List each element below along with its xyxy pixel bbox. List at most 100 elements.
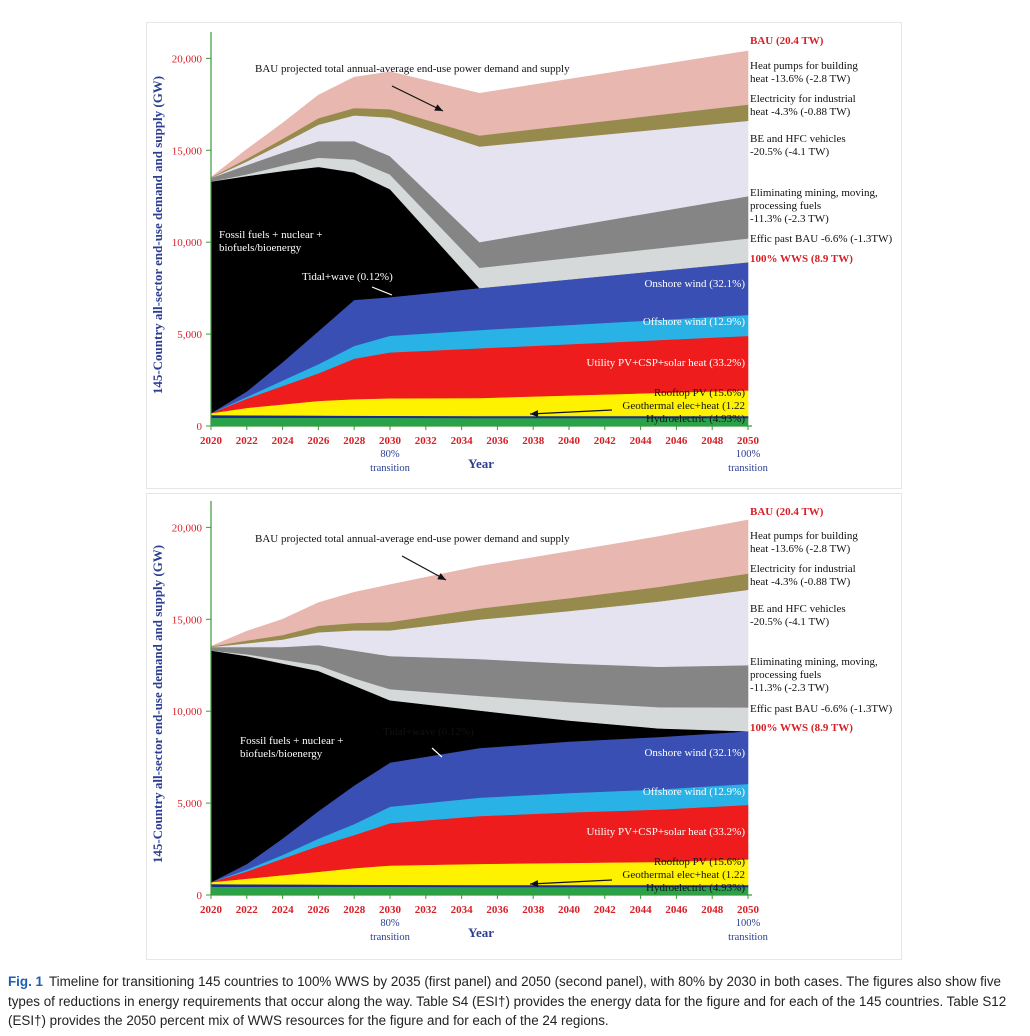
arrow-bau-head bbox=[437, 573, 446, 580]
label-bau-projected: BAU projected total annual-average end-u… bbox=[255, 63, 570, 75]
x-tick-label: 2044 bbox=[630, 435, 653, 447]
right-label-industrial: Electricity for industrial bbox=[750, 563, 856, 575]
x-tick-label: 2030 bbox=[379, 435, 402, 447]
right-label-effic: Effic past BAU -6.6% (-1.3TW) bbox=[750, 233, 892, 245]
right-label-heatpumps: heat -13.6% (-2.8 TW) bbox=[750, 73, 851, 85]
x-tick-label: 2050 bbox=[737, 904, 760, 916]
arrow-bau bbox=[401, 555, 447, 581]
label-fossil: Fossil fuels + nuclear + bbox=[240, 735, 343, 747]
arrow-tidal bbox=[431, 747, 443, 758]
x-note-line1: 100% bbox=[736, 918, 761, 929]
right-label-bau: BAU (20.4 TW) bbox=[750, 506, 824, 518]
y-tick-label: 20,000 bbox=[172, 522, 203, 534]
x-note-line2: transition bbox=[370, 932, 410, 943]
right-label-mining: -11.3% (-2.3 TW) bbox=[750, 213, 829, 225]
x-tick-label: 2040 bbox=[558, 435, 581, 447]
y-axis-title: 145-Country all-sector end-use demand an… bbox=[150, 545, 165, 863]
x-tick-label: 2026 bbox=[307, 435, 330, 447]
chart-panel-2: 0 5,000 10,000 15,000 20,000 2020 2022 2024 2026… bbox=[150, 501, 892, 943]
right-label-heatpumps: Heat pumps for building bbox=[750, 530, 858, 542]
x-tick-label: 2042 bbox=[594, 904, 617, 916]
right-label-bau: BAU (20.4 TW) bbox=[750, 35, 824, 47]
right-label-vehicles: -20.5% (-4.1 TW) bbox=[750, 146, 830, 158]
x-tick-label: 2036 bbox=[486, 435, 509, 447]
area-heatpumps bbox=[210, 50, 749, 178]
x-tick-label: 2022 bbox=[236, 435, 259, 447]
label-bau-projected: BAU projected total annual-average end-u… bbox=[255, 533, 570, 545]
label-hydro: Hydroelectric (4.93%) bbox=[646, 882, 745, 894]
x-note-line2: transition bbox=[370, 463, 410, 474]
right-label-heatpumps: heat -13.6% (-2.8 TW) bbox=[750, 543, 851, 555]
right-label-mining: processing fuels bbox=[750, 200, 821, 212]
label-geothermal: Geothermal elec+heat (1.22 bbox=[622, 400, 745, 412]
area-heatpumps bbox=[210, 519, 749, 647]
arrow-geothermal-head bbox=[530, 880, 539, 888]
x-tick-label: 2024 bbox=[272, 435, 295, 447]
x-tick-label: 2050 bbox=[737, 435, 760, 447]
right-label-effic: Effic past BAU -6.6% (-1.3TW) bbox=[750, 703, 892, 715]
x-tick-label: 2046 bbox=[665, 904, 688, 916]
x-note-line2: transition bbox=[728, 932, 768, 943]
x-tick-label: 2030 bbox=[379, 904, 402, 916]
right-label-industrial: Electricity for industrial bbox=[750, 93, 856, 105]
label-tidal: Tidal+wave (0.12%) bbox=[383, 726, 474, 738]
right-label-wws: 100% WWS (8.9 TW) bbox=[750, 253, 853, 265]
x-tick-label: 2034 bbox=[451, 904, 474, 916]
right-label-mining: Eliminating mining, moving, bbox=[750, 656, 878, 668]
label-fossil: Fossil fuels + nuclear + bbox=[219, 229, 322, 241]
label-onshore: Onshore wind (32.1%) bbox=[644, 747, 745, 759]
label-utility: Utility PV+CSP+solar heat (33.2%) bbox=[587, 357, 746, 369]
x-note-line1: 100% bbox=[736, 449, 761, 460]
label-offshore: Offshore wind (12.9%) bbox=[643, 786, 745, 798]
label-rooftop: Rooftop PV (15.6%) bbox=[654, 856, 745, 868]
x-tick-label: 2036 bbox=[486, 904, 509, 916]
arrow-bau bbox=[391, 85, 444, 112]
right-label-industrial: heat -4.3% (-0.88 TW) bbox=[750, 106, 851, 118]
label-fossil-line2: biofuels/bioenergy bbox=[219, 242, 302, 254]
x-tick-label: 2048 bbox=[701, 904, 724, 916]
label-onshore: Onshore wind (32.1%) bbox=[644, 278, 745, 290]
y-tick-label: 15,000 bbox=[172, 614, 203, 626]
x-tick-label: 2032 bbox=[415, 435, 438, 447]
x-tick-label: 2020 bbox=[200, 435, 223, 447]
right-label-mining: -11.3% (-2.3 TW) bbox=[750, 682, 829, 694]
arrow-geothermal bbox=[529, 409, 613, 415]
label-fossil-line2: biofuels/bioenergy bbox=[240, 748, 323, 760]
x-tick-label: 2020 bbox=[200, 904, 223, 916]
x-tick-label: 2048 bbox=[701, 435, 724, 447]
caption-label: Fig. 1 bbox=[8, 974, 43, 989]
arrow-geothermal-head bbox=[530, 410, 539, 418]
y-tick-label: 0 bbox=[197, 421, 203, 433]
caption-text: Timeline for transitioning 145 countries… bbox=[8, 974, 1007, 1029]
x-tick-label: 2028 bbox=[343, 435, 366, 447]
x-axis-title: Year bbox=[468, 925, 494, 940]
label-rooftop: Rooftop PV (15.6%) bbox=[654, 387, 745, 399]
x-tick-label: 2028 bbox=[343, 904, 366, 916]
figure-caption: Fig. 1 Timeline for transitioning 145 cou… bbox=[8, 972, 1024, 1031]
label-tidal: Tidal+wave (0.12%) bbox=[302, 271, 393, 283]
x-tick-label: 2022 bbox=[236, 904, 259, 916]
y-tick-label: 10,000 bbox=[172, 706, 203, 718]
x-tick-label: 2034 bbox=[451, 435, 474, 447]
arrow-tidal bbox=[371, 286, 393, 296]
right-label-vehicles: -20.5% (-4.1 TW) bbox=[750, 616, 830, 628]
x-tick-label: 2038 bbox=[522, 904, 545, 916]
arrow-geothermal bbox=[529, 879, 613, 885]
label-geothermal: Geothermal elec+heat (1.22 bbox=[622, 869, 745, 881]
right-label-wws: 100% WWS (8.9 TW) bbox=[750, 722, 853, 734]
arrow-bau-head bbox=[434, 104, 443, 111]
x-tick-label: 2044 bbox=[630, 904, 653, 916]
label-offshore: Offshore wind (12.9%) bbox=[643, 316, 745, 328]
x-tick-label: 2026 bbox=[307, 904, 330, 916]
y-tick-label: 15,000 bbox=[172, 145, 203, 157]
right-label-heatpumps: Heat pumps for building bbox=[750, 60, 858, 72]
y-tick-label: 5,000 bbox=[177, 798, 202, 810]
x-note-line2: transition bbox=[728, 463, 768, 474]
chart-panel-1: 0 5,000 10,000 15,000 20,000 2020 2022 2024 2026… bbox=[150, 32, 892, 474]
x-tick-label: 2032 bbox=[415, 904, 438, 916]
x-note-line1: 80% bbox=[380, 918, 400, 929]
x-tick-label: 2038 bbox=[522, 435, 545, 447]
figure-canvas: 0 5,000 10,000 15,000 20,000 2020 2022 2024 2026… bbox=[150, 32, 892, 943]
x-tick-label: 2040 bbox=[558, 904, 581, 916]
right-label-industrial: heat -4.3% (-0.88 TW) bbox=[750, 576, 851, 588]
